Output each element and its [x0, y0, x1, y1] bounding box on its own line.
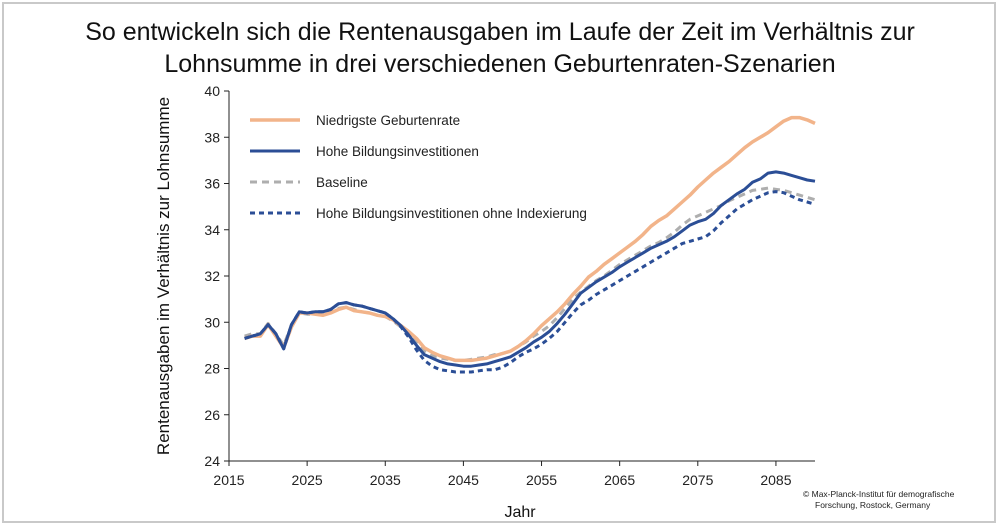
series-line-4: [244, 190, 816, 374]
chart-title: So entwickeln sich die Rentenausgaben im…: [0, 16, 1000, 80]
x-tick-label: 2035: [370, 472, 401, 488]
legend-label-1: Niedrigste Geburtenrate: [316, 113, 460, 128]
y-tick-label: 40: [204, 83, 220, 99]
legend-label-4: Hohe Bildungsinvestitionen ohne Indexier…: [316, 206, 587, 221]
legend: Niedrigste Geburtenrate Hohe Bildungsinve…: [250, 113, 587, 221]
x-tick-label: 2025: [292, 472, 323, 488]
y-tick-label: 34: [204, 222, 220, 238]
x-axis-label: Jahr: [504, 504, 536, 521]
x-tick-label: 2055: [526, 472, 557, 488]
chart-title-line-2: Lohnsumme in drei verschiedenen Geburten…: [164, 50, 836, 78]
legend-background: [236, 97, 621, 235]
x-tick-label: 2075: [682, 472, 713, 488]
y-axis-label: Rentenausgaben im Verhältnis zur Lohnsum…: [154, 97, 173, 455]
y-tick-label: 28: [204, 361, 220, 377]
x-tick-label: 2015: [213, 472, 244, 488]
x-tick-label: 2065: [604, 472, 635, 488]
series-line-2: [244, 170, 816, 368]
copyright-credit: © Max-Planck-Institut für demografische …: [803, 489, 954, 511]
y-tick-label: 30: [204, 314, 220, 330]
y-tick-label: 24: [204, 453, 220, 469]
y-tick-label: 38: [204, 129, 220, 145]
x-tick-label: 2085: [760, 472, 791, 488]
y-tick-label: 26: [204, 407, 220, 423]
credit-line-1: © Max-Planck-Institut für demografische: [803, 489, 955, 499]
x-ticks: 2015 2025 2035 2045 2055 2065 2075 2085: [213, 461, 792, 488]
y-tick-label: 32: [204, 268, 220, 284]
credit-line-2: Forschung, Rostock, Germany: [815, 500, 931, 510]
series-line-1: [244, 115, 816, 363]
y-tick-label: 36: [204, 176, 220, 192]
x-tick-label: 2045: [448, 472, 479, 488]
series-lines: [244, 115, 816, 374]
y-ticks: 24 26 28 30 32 34 36 38 40: [204, 83, 229, 469]
chart-title-line-1: So entwickeln sich die Rentenausgaben im…: [85, 18, 915, 46]
legend-label-3: Baseline: [316, 175, 368, 190]
legend-label-2: Hohe Bildungsinvestitionen: [316, 144, 479, 159]
